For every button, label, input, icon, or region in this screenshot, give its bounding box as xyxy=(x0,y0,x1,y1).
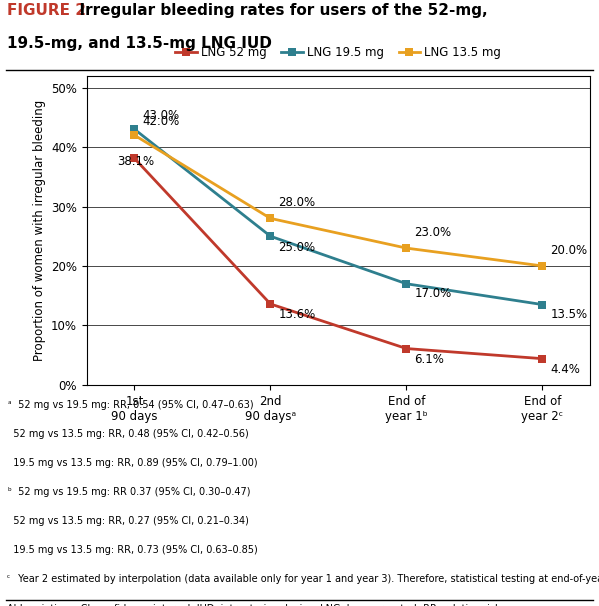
Legend: LNG 52 mg, LNG 19.5 mg, LNG 13.5 mg: LNG 52 mg, LNG 19.5 mg, LNG 13.5 mg xyxy=(171,41,506,64)
Y-axis label: Proportion of women with irregular bleeding: Proportion of women with irregular bleed… xyxy=(32,99,46,361)
Text: 20.0%: 20.0% xyxy=(550,244,588,257)
LNG 52 mg xyxy=(267,301,274,308)
Text: ᵃ: ᵃ xyxy=(7,400,11,409)
Text: FIGURE 2: FIGURE 2 xyxy=(7,3,86,18)
Text: 38.1%: 38.1% xyxy=(117,155,154,168)
Text: 13.5%: 13.5% xyxy=(550,308,588,321)
Text: 4.4%: 4.4% xyxy=(550,363,580,376)
LNG 13.5 mg xyxy=(539,262,546,270)
LNG 13.5 mg xyxy=(131,132,138,139)
Line: LNG 52 mg: LNG 52 mg xyxy=(131,154,546,363)
Text: 52 mg vs 19.5 mg: RR 0.37 (95% CI, 0.30–0.47): 52 mg vs 19.5 mg: RR 0.37 (95% CI, 0.30–… xyxy=(15,487,250,498)
Text: 17.0%: 17.0% xyxy=(415,287,452,301)
Text: 19.5 mg vs 13.5 mg: RR, 0.89 (95% CI, 0.79–1.00): 19.5 mg vs 13.5 mg: RR, 0.89 (95% CI, 0.… xyxy=(7,458,258,468)
LNG 13.5 mg xyxy=(267,215,274,222)
Text: 52 mg vs 13.5 mg: RR, 0.48 (95% CI, 0.42–0.56): 52 mg vs 13.5 mg: RR, 0.48 (95% CI, 0.42… xyxy=(7,429,249,439)
Text: ᶜ: ᶜ xyxy=(7,574,10,584)
LNG 52 mg xyxy=(403,345,410,352)
Text: 42.0%: 42.0% xyxy=(143,115,180,128)
Text: 19.5-mg, and 13.5-mg LNG IUD: 19.5-mg, and 13.5-mg LNG IUD xyxy=(7,36,272,52)
Text: 23.0%: 23.0% xyxy=(415,226,452,239)
Text: 25.0%: 25.0% xyxy=(279,241,316,254)
Text: Year 2 estimated by interpolation (data available only for year 1 and year 3). T: Year 2 estimated by interpolation (data … xyxy=(15,574,599,585)
Text: 52 mg vs 19.5 mg: RR, 0.54 (95% CI, 0.47–0.63): 52 mg vs 19.5 mg: RR, 0.54 (95% CI, 0.47… xyxy=(15,400,253,410)
Text: Irregular bleeding rates for users of the 52-mg,: Irregular bleeding rates for users of th… xyxy=(69,3,488,18)
Line: LNG 19.5 mg: LNG 19.5 mg xyxy=(131,125,546,308)
Text: Abbreviations: CI, confidence interval; IUD, intrauterine device; LNG, levonorge: Abbreviations: CI, confidence interval; … xyxy=(7,604,504,606)
Text: 52 mg vs 13.5 mg: RR, 0.27 (95% CI, 0.21–0.34): 52 mg vs 13.5 mg: RR, 0.27 (95% CI, 0.21… xyxy=(7,516,249,527)
Text: 13.6%: 13.6% xyxy=(279,308,316,321)
LNG 52 mg xyxy=(539,355,546,362)
LNG 52 mg xyxy=(131,155,138,162)
Text: 19.5 mg vs 13.5 mg: RR, 0.73 (95% CI, 0.63–0.85): 19.5 mg vs 13.5 mg: RR, 0.73 (95% CI, 0.… xyxy=(7,545,258,556)
LNG 19.5 mg xyxy=(131,125,138,133)
LNG 13.5 mg xyxy=(403,244,410,251)
Line: LNG 13.5 mg: LNG 13.5 mg xyxy=(131,131,546,270)
Text: 6.1%: 6.1% xyxy=(415,353,444,366)
Text: 43.0%: 43.0% xyxy=(143,109,180,122)
LNG 19.5 mg xyxy=(403,280,410,287)
Text: ᵇ: ᵇ xyxy=(7,487,11,496)
LNG 19.5 mg xyxy=(539,301,546,308)
LNG 19.5 mg xyxy=(267,233,274,240)
Text: 28.0%: 28.0% xyxy=(279,196,316,210)
